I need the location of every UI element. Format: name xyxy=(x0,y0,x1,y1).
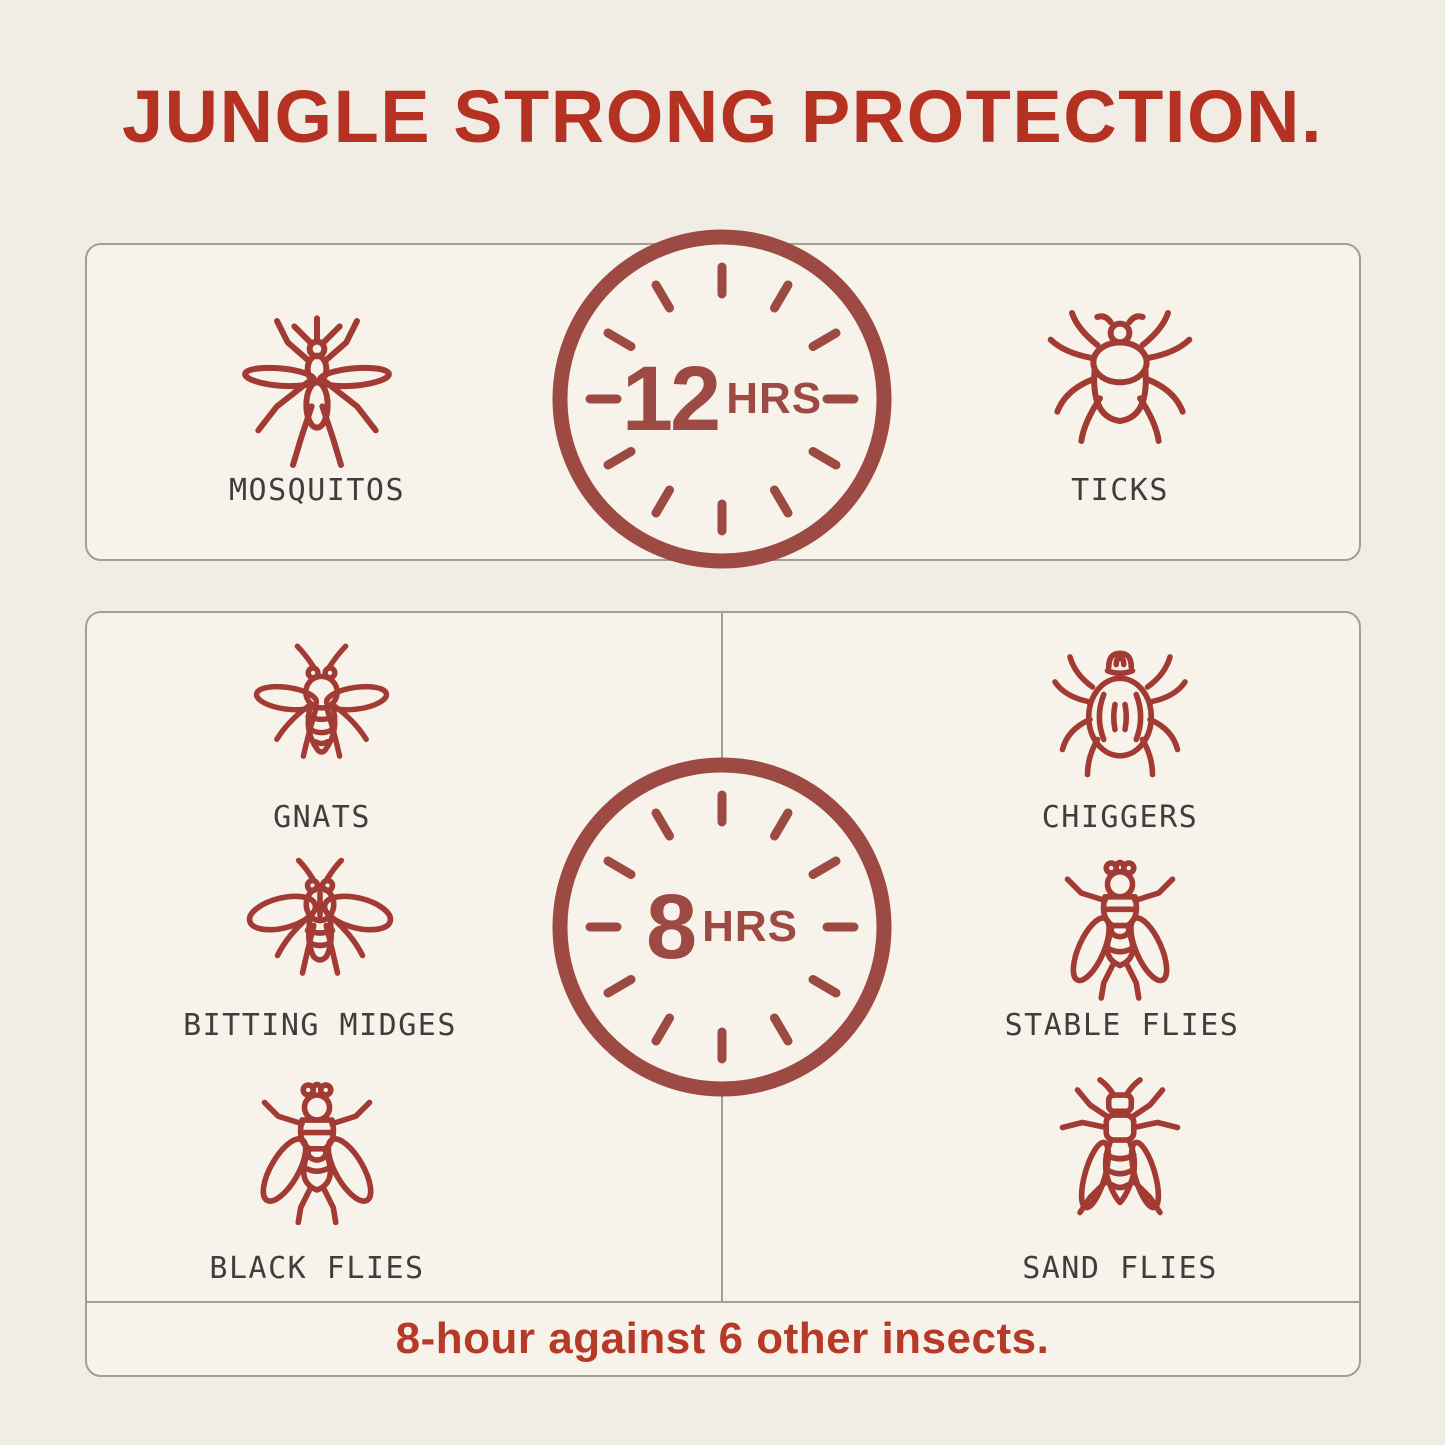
panel-8hrs-caption: 8-hour against 6 other insects. xyxy=(395,1314,1050,1363)
biting-midge-icon xyxy=(245,853,395,1003)
clock-hours-unit: HRS xyxy=(702,902,799,951)
clock-hours-unit: HRS xyxy=(726,374,823,423)
clock-8hrs-icon: 8 HRS xyxy=(552,757,892,1097)
panel-8hrs-caption-divider xyxy=(87,1301,1359,1303)
insect-label-stable-flies: STABLE FLIES xyxy=(1004,1008,1240,1043)
clock-hours-value: 8 xyxy=(645,875,697,978)
page-title: JUNGLE STRONG PROTECTION. xyxy=(121,75,1323,158)
clock-hours-value: 12 xyxy=(621,347,721,450)
insect-label-bitting-midges: BITTING MIDGES xyxy=(183,1008,457,1043)
chigger-icon xyxy=(1045,637,1195,787)
insect-label-chiggers: CHIGGERS xyxy=(1041,800,1199,835)
clock-face xyxy=(552,229,892,569)
clock-face xyxy=(552,757,892,1097)
mosquito-icon xyxy=(237,313,397,473)
insect-label-gnats: GNATS xyxy=(273,800,371,835)
insect-label-black-flies: BLACK FLIES xyxy=(209,1251,425,1286)
black-fly-icon xyxy=(242,1075,392,1225)
sand-fly-icon xyxy=(1045,1075,1195,1225)
stable-fly-icon xyxy=(1045,853,1195,1003)
clock-duration-12hrs: 12 HRS xyxy=(552,229,892,569)
insect-label-sand-flies: SAND FLIES xyxy=(1022,1251,1218,1286)
clock-12hrs-icon: 12 HRS xyxy=(552,229,892,569)
gnat-icon xyxy=(249,639,394,784)
tick-icon xyxy=(1040,305,1200,465)
insect-label-mosquitos: MOSQUITOS xyxy=(228,473,406,508)
insect-label-ticks: TICKS xyxy=(1071,473,1169,508)
clock-duration-8hrs: 8 HRS xyxy=(552,757,892,1097)
